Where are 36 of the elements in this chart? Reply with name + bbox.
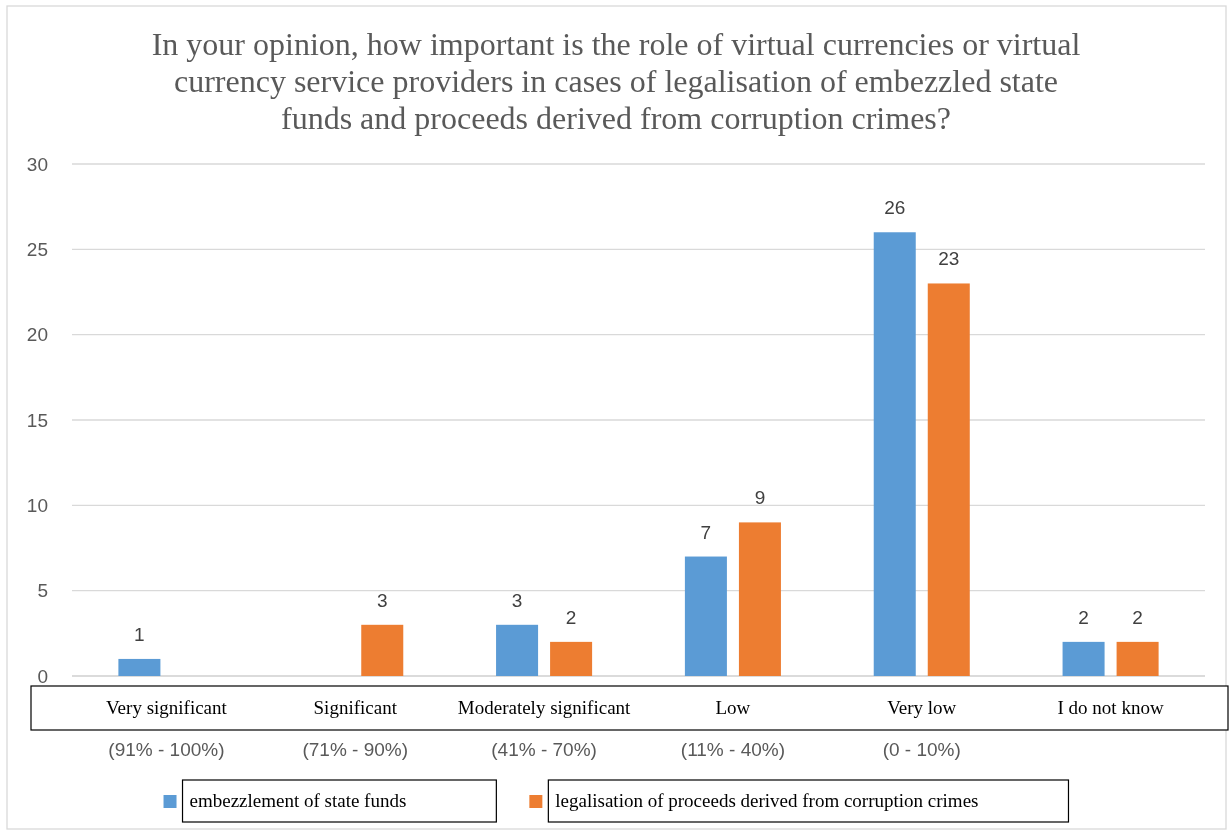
- x-tick-label: Very low (0 - 10%): [882, 697, 961, 760]
- bar: [1116, 641, 1159, 676]
- x-tick-label: I do not know: [1057, 697, 1164, 718]
- x-tick-label: Low (11% - 40%): [680, 697, 786, 760]
- data-label: 23: [938, 248, 960, 270]
- x-tick-label: Significant (71% - 90%): [302, 697, 409, 760]
- data-label: 7: [700, 521, 712, 543]
- y-tick-label: 0: [37, 665, 48, 687]
- bar: [361, 624, 404, 676]
- bar: [550, 641, 593, 676]
- y-tick-label: 30: [26, 153, 48, 175]
- x-tick-label: Very significant (91% - 100%): [106, 697, 228, 760]
- data-label: 2: [1132, 606, 1143, 628]
- legend-label: legalisation of proceeds derived from corruption crimes: [555, 790, 979, 811]
- data-label: 1: [134, 623, 145, 645]
- bar: [927, 283, 970, 676]
- bar: [118, 658, 161, 676]
- bar: [738, 522, 781, 676]
- chart-title: In your opinion, how important is the role of virtual currencies or virtual currency service providers in cases of legalisation of embezzled state funds and proceeds derived from corruption crimes?: [151, 26, 1081, 136]
- bar: [496, 624, 539, 676]
- bar: [873, 232, 916, 676]
- y-tick-label: 20: [26, 324, 48, 346]
- y-tick-label: 5: [37, 580, 48, 602]
- y-tick-label: 10: [26, 494, 48, 516]
- data-label: 26: [884, 197, 906, 219]
- data-label: 2: [565, 606, 577, 628]
- data-label: 3: [376, 589, 388, 611]
- bar: [684, 556, 727, 676]
- x-tick-label: Moderately significant (41% - 70%): [457, 697, 632, 760]
- data-label: 2: [1078, 606, 1089, 628]
- data-label: 9: [754, 487, 766, 509]
- legend-label: embezzlement of state funds: [189, 790, 407, 811]
- y-tick-label: 15: [26, 409, 48, 431]
- data-label: 3: [511, 589, 523, 611]
- bar: [1062, 641, 1105, 676]
- y-tick-label: 25: [26, 238, 48, 260]
